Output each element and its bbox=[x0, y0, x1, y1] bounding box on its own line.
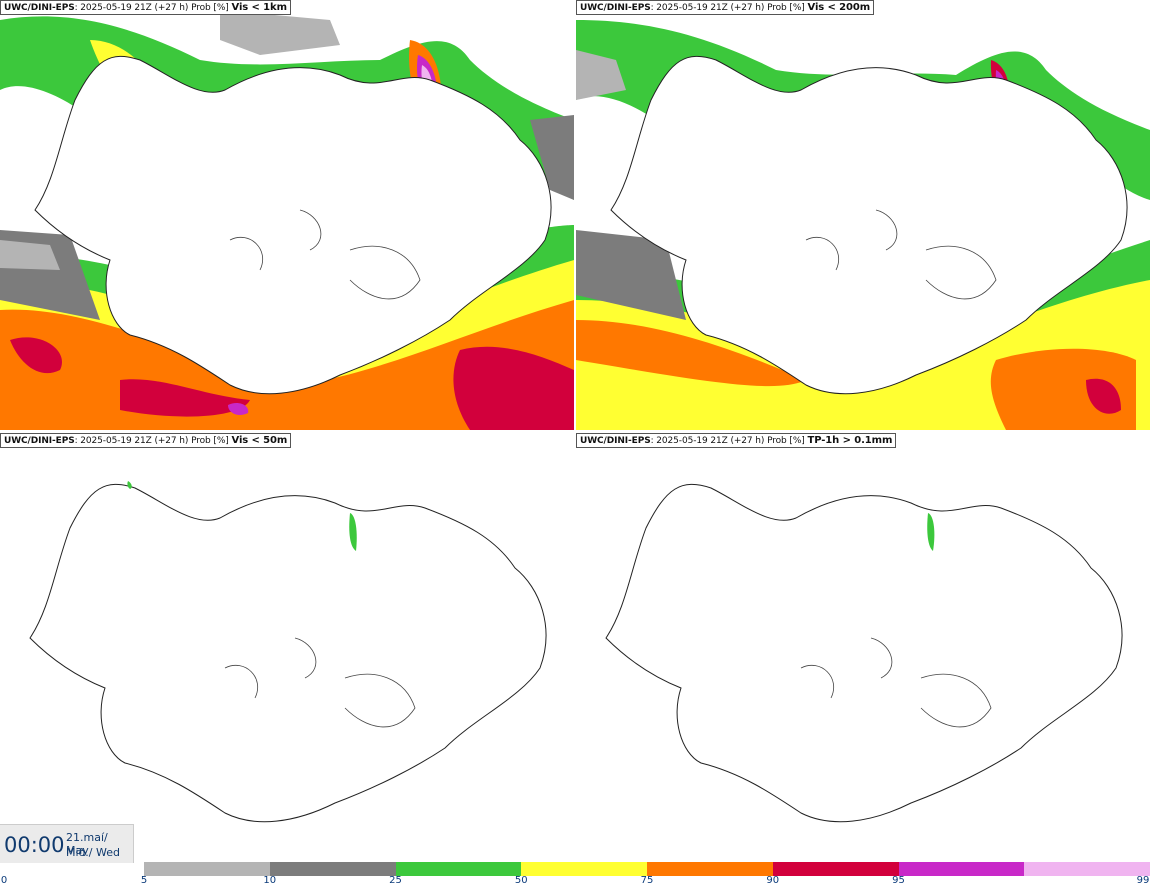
colorbar-segment bbox=[772, 862, 899, 876]
probability-map bbox=[0, 433, 574, 863]
colorbar-segment bbox=[647, 862, 773, 876]
panel-title: UWC/DINI-EPS: 2025-05-19 21Z (+27 h) Pro… bbox=[0, 433, 292, 448]
panel-title: UWC/DINI-EPS: 2025-05-19 21Z (+27 h) Pro… bbox=[576, 433, 897, 448]
probability-map bbox=[576, 0, 1150, 430]
probability-colorbar bbox=[144, 862, 1150, 876]
probability-map bbox=[0, 0, 574, 430]
colorbar-tick-label: 25 bbox=[389, 875, 402, 886]
valid-time: 00:00 bbox=[4, 833, 65, 857]
colorbar-segment bbox=[521, 862, 647, 876]
colorbar-tick-label: 95 bbox=[892, 875, 905, 886]
colorbar-tick-label: 10 bbox=[263, 875, 277, 886]
valid-weekday: Mið./ Wed bbox=[66, 846, 120, 859]
panel-title: UWC/DINI-EPS: 2025-05-19 21Z (+27 h) Pro… bbox=[576, 0, 875, 15]
map-panel-vis-200m: UWC/DINI-EPS: 2025-05-19 21Z (+27 h) Pro… bbox=[576, 0, 1150, 430]
colorbar-tick-label: 99 bbox=[1136, 875, 1150, 886]
probability-map bbox=[576, 433, 1150, 863]
colorbar-segment bbox=[898, 862, 1025, 876]
map-panel-vis-1km: UWC/DINI-EPS: 2025-05-19 21Z (+27 h) Pro… bbox=[0, 0, 574, 430]
valid-time-box: 00:00 21.maí/ May Mið./ Wed bbox=[0, 824, 134, 863]
colorbar-tick-label: 0 bbox=[0, 875, 8, 886]
panel-title: UWC/DINI-EPS: 2025-05-19 21Z (+27 h) Pro… bbox=[0, 0, 291, 15]
map-panel-tp-1h: UWC/DINI-EPS: 2025-05-19 21Z (+27 h) Pro… bbox=[576, 433, 1150, 863]
map-panel-vis-50m: UWC/DINI-EPS: 2025-05-19 21Z (+27 h) Pro… bbox=[0, 433, 574, 863]
colorbar-tick-label: 50 bbox=[514, 875, 528, 886]
valid-date: 21.maí/ May bbox=[66, 831, 108, 857]
panel-divider bbox=[0, 430, 1150, 433]
colorbar-ticks: 0 5 10 25 50 75 90 95 99 bbox=[0, 875, 1150, 891]
colorbar-segment bbox=[269, 862, 396, 876]
colorbar-segment bbox=[1024, 862, 1150, 876]
colorbar-segment bbox=[395, 862, 522, 876]
colorbar-tick-label: 90 bbox=[766, 875, 780, 886]
colorbar-tick-label: 5 bbox=[140, 875, 148, 886]
colorbar-segment bbox=[144, 862, 270, 876]
colorbar-tick-label: 75 bbox=[640, 875, 654, 886]
